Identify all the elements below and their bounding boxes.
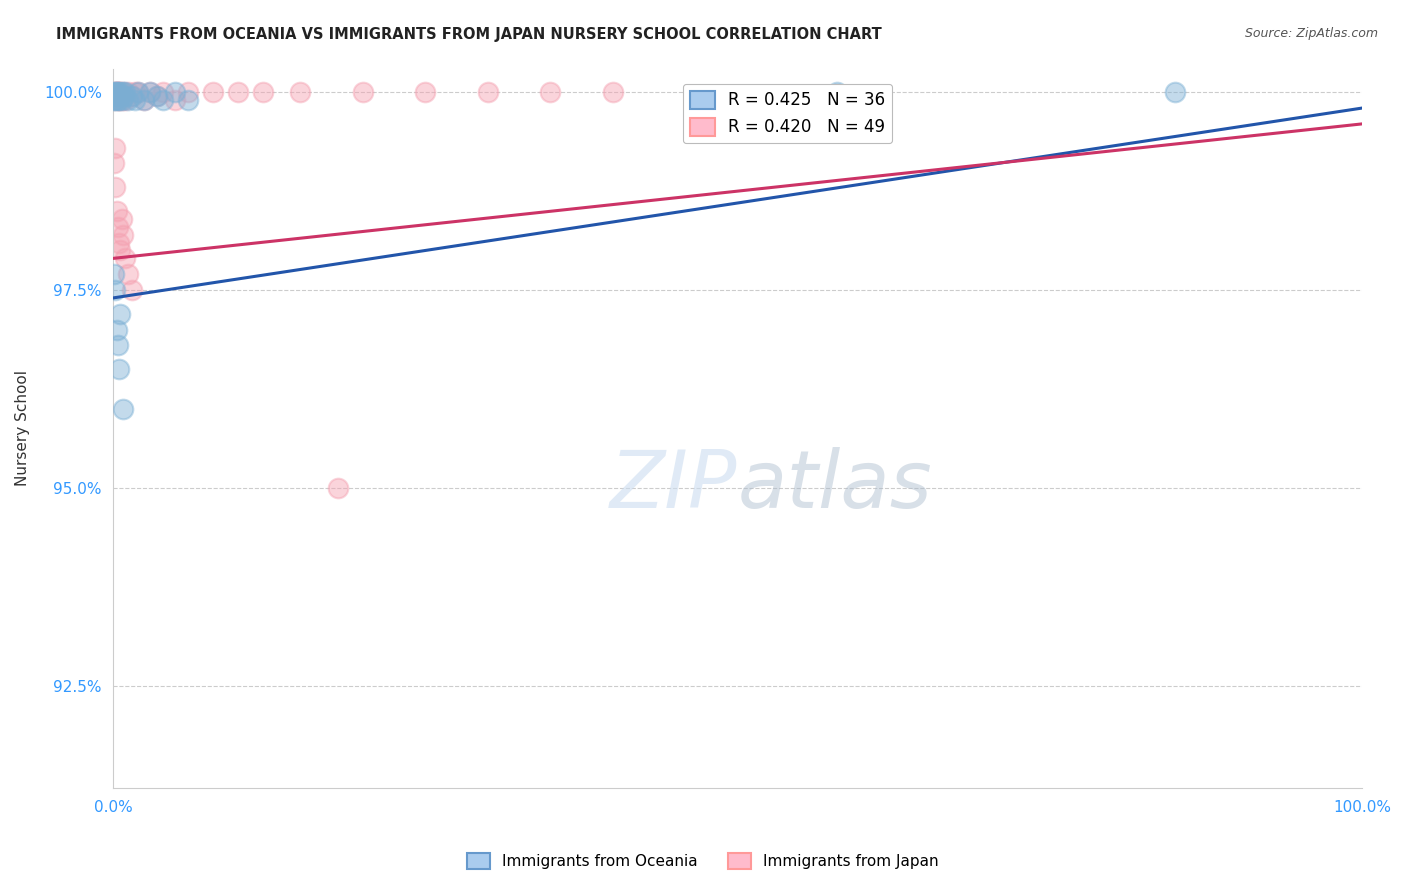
Point [127, 85, 149, 99]
Point [107, 85, 129, 99]
Point [114, 93, 136, 107]
Point [827, 85, 849, 99]
Point [108, 235, 131, 250]
Point [107, 93, 129, 107]
Point [145, 89, 167, 103]
Point [1163, 85, 1185, 99]
Point [290, 85, 312, 99]
Point [111, 401, 134, 416]
Point [104, 283, 127, 297]
Point [110, 244, 132, 258]
Point [105, 203, 128, 218]
Point [108, 362, 131, 376]
Point [165, 85, 187, 99]
Point [134, 93, 156, 107]
Point [117, 93, 139, 107]
Point [177, 85, 200, 99]
Point [105, 85, 128, 99]
Point [103, 267, 125, 281]
Text: IMMIGRANTS FROM OCEANIA VS IMMIGRANTS FROM JAPAN NURSERY SCHOOL CORRELATION CHAR: IMMIGRANTS FROM OCEANIA VS IMMIGRANTS FR… [56, 27, 882, 42]
Point [111, 85, 134, 99]
Point [104, 141, 127, 155]
Point [110, 307, 132, 321]
Point [152, 85, 174, 99]
Point [134, 93, 156, 107]
Point [105, 85, 128, 99]
Point [121, 89, 143, 103]
Point [602, 85, 624, 99]
Point [104, 89, 127, 103]
Point [104, 85, 127, 99]
Point [139, 85, 162, 99]
Point [252, 85, 274, 99]
Point [105, 85, 128, 99]
Point [104, 85, 127, 99]
Point [108, 85, 131, 99]
Point [107, 338, 129, 352]
Legend: R = 0.425   N = 36, R = 0.420   N = 49: R = 0.425 N = 36, R = 0.420 N = 49 [683, 84, 891, 143]
Point [177, 93, 200, 107]
Point [103, 85, 125, 99]
Point [139, 85, 162, 99]
Point [413, 85, 436, 99]
Point [117, 85, 139, 99]
Point [103, 89, 125, 103]
Y-axis label: Nursery School: Nursery School [15, 370, 30, 486]
Point [477, 85, 499, 99]
Text: Source: ZipAtlas.com: Source: ZipAtlas.com [1244, 27, 1378, 40]
Point [114, 252, 136, 266]
Point [112, 89, 135, 103]
Point [110, 89, 132, 103]
Point [165, 93, 187, 107]
Text: atlas: atlas [738, 447, 932, 525]
Point [352, 85, 374, 99]
Point [201, 85, 224, 99]
Point [145, 89, 167, 103]
Point [114, 85, 136, 99]
Point [117, 267, 139, 281]
Point [105, 89, 128, 103]
Point [538, 85, 561, 99]
Point [124, 93, 146, 107]
Point [110, 85, 132, 99]
Point [111, 211, 134, 226]
Point [112, 89, 135, 103]
Point [107, 85, 129, 99]
Point [111, 85, 134, 99]
Point [103, 93, 125, 107]
Point [107, 219, 129, 234]
Point [103, 93, 125, 107]
Point [121, 283, 143, 297]
Point [105, 322, 128, 336]
Point [105, 89, 128, 103]
Point [152, 93, 174, 107]
Point [326, 481, 349, 495]
Point [226, 85, 249, 99]
Point [104, 89, 127, 103]
Point [108, 93, 131, 107]
Legend: Immigrants from Oceania, Immigrants from Japan: Immigrants from Oceania, Immigrants from… [461, 847, 945, 875]
Point [108, 93, 131, 107]
Point [103, 156, 125, 170]
Point [124, 85, 146, 99]
Point [121, 89, 143, 103]
Point [104, 93, 127, 107]
Point [104, 180, 127, 194]
Point [110, 85, 132, 99]
Point [111, 227, 134, 242]
Point [127, 85, 149, 99]
Point [111, 93, 134, 107]
Point [110, 89, 132, 103]
Text: ZIP: ZIP [610, 447, 738, 525]
Point [103, 85, 125, 99]
Point [111, 93, 134, 107]
Point [107, 93, 129, 107]
